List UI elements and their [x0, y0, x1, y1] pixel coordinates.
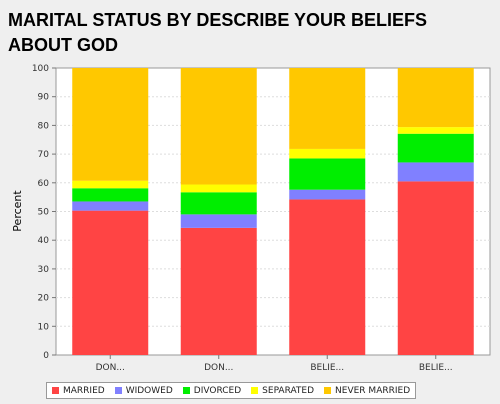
legend-label: DIVORCED — [193, 385, 242, 396]
chart-title: MARITAL STATUS BY DESCRIBE YOUR BELIEFS … — [8, 10, 428, 55]
bar-segment-married — [289, 199, 366, 355]
bar-segment-separated — [180, 184, 257, 193]
bar-segment-never-married — [397, 68, 474, 128]
bar-segment-widowed — [72, 201, 149, 211]
bar-segment-widowed — [397, 162, 474, 182]
y-tick-label: 20 — [38, 294, 50, 304]
bar-segment-widowed — [289, 189, 366, 200]
y-tick-label: 40 — [38, 236, 50, 246]
bar-segment-divorced — [289, 158, 366, 190]
legend-label: WIDOWED — [125, 385, 173, 396]
x-tick-label: DON... — [96, 363, 125, 373]
bar-segment-married — [72, 210, 149, 355]
legend-swatch — [182, 387, 190, 394]
legend-swatch — [324, 387, 332, 394]
axes: 0 10 20 30 40 50 60 70 80 90 100 DON... DON... BELIE.… — [32, 64, 453, 373]
legend-item: NEVER MARRIED — [324, 386, 410, 396]
y-tick-label: 100 — [32, 64, 49, 74]
y-tick-label: 50 — [38, 208, 50, 218]
legend-label: NEVER MARRIED — [335, 385, 411, 396]
x-tick-label: BELIE... — [310, 363, 344, 373]
y-tick-label: 60 — [38, 179, 50, 189]
x-tick-label: DON... — [204, 363, 233, 373]
bar-segment-separated — [72, 180, 149, 189]
bar-segment-never-married — [289, 68, 366, 149]
bar-segment-divorced — [72, 188, 149, 202]
legend-item: SEPARATED — [251, 386, 314, 396]
y-tick-label: 0 — [43, 351, 49, 361]
bar-segment-divorced — [180, 192, 257, 215]
legend-swatch — [114, 387, 122, 394]
legend-item: DIVORCED — [182, 385, 242, 396]
y-tick-label: 80 — [38, 121, 50, 131]
legend-swatch — [251, 387, 259, 394]
bar-segment-separated — [397, 127, 474, 134]
bar-segment-never-married — [180, 68, 257, 185]
x-tick-label: BELIE... — [419, 363, 453, 373]
bar-segment-never-married — [72, 68, 149, 181]
legend-label: SEPARATED — [262, 385, 315, 396]
y-tick-label: 30 — [38, 265, 50, 275]
y-tick-label: 70 — [38, 150, 50, 160]
legend-label: MARRIED — [63, 385, 105, 396]
legend-swatch — [52, 387, 59, 394]
bar-segment-married — [180, 227, 257, 355]
legend-item: WIDOWED — [114, 385, 173, 396]
y-tick-label: 10 — [38, 322, 50, 332]
legend: MARRIED WIDOWED DIVORCED SEPARATED NEVER MAR… — [46, 382, 417, 399]
bar-segment-separated — [289, 148, 366, 159]
bar-segment-married — [397, 181, 474, 355]
bar-segment-divorced — [397, 133, 474, 163]
y-tick-label: 90 — [38, 93, 50, 103]
y-axis-title: Percent — [11, 190, 24, 232]
bars — [72, 68, 474, 355]
legend-item: MARRIED — [52, 386, 105, 396]
bar-segment-widowed — [180, 214, 257, 228]
